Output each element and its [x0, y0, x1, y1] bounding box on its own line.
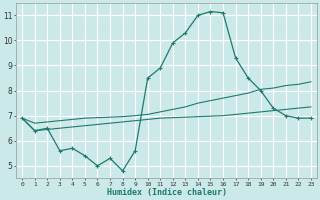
X-axis label: Humidex (Indice chaleur): Humidex (Indice chaleur)	[107, 188, 227, 197]
